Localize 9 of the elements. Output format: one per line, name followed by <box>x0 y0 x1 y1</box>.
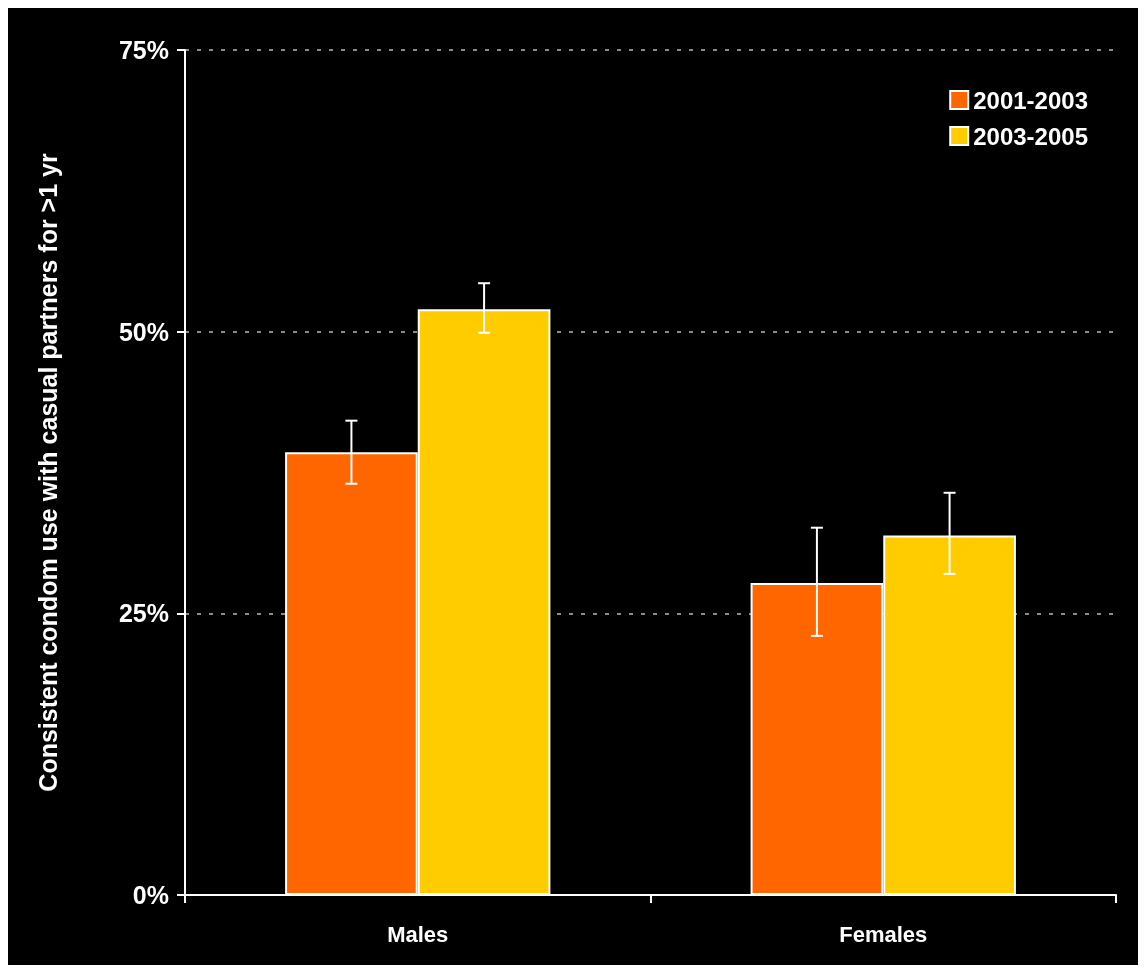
legend-label: 2003-2005 <box>973 122 1089 150</box>
y-tick-label: 0% <box>132 881 169 909</box>
x-tick-label: Females <box>839 921 928 947</box>
y-tick-label: 50% <box>118 317 169 346</box>
y-axis-title: Consistent condom use with casual partners for >1 yr <box>33 153 62 792</box>
x-tick-label: Males <box>387 921 449 947</box>
y-tick-label: 75% <box>118 36 169 64</box>
legend-label: 2001-2003 <box>973 86 1089 114</box>
y-tick-label: 25% <box>118 599 169 628</box>
